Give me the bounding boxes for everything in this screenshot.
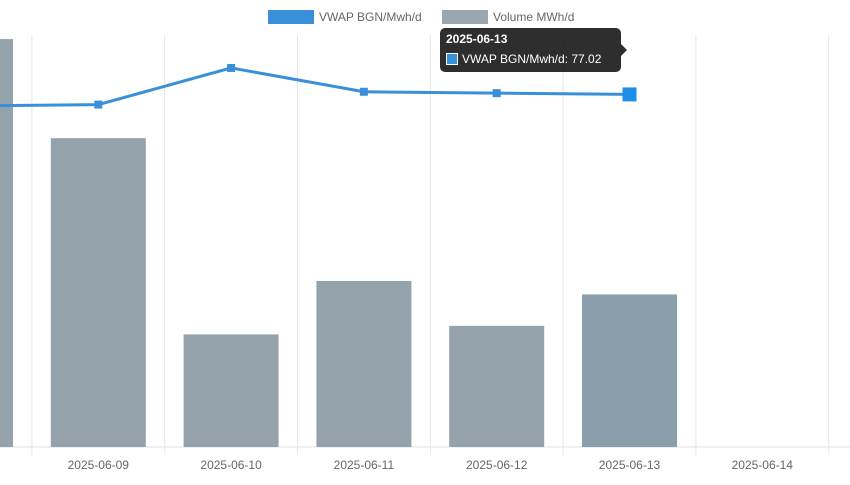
x-tick-label-2025-06-11: 2025-06-11 (334, 458, 395, 472)
x-tick-label-2025-06-14: 2025-06-14 (732, 458, 794, 472)
tooltip-swatch (446, 53, 458, 65)
tooltip-text: VWAP BGN/Mwh/d: 77.02 (462, 52, 602, 66)
legend-swatch-vwap (268, 10, 314, 24)
legend-label-vwap: VWAP BGN/Mwh/d (319, 10, 422, 24)
bar-volume-2025-06-10 (183, 334, 279, 447)
tooltip-title: 2025-06-13 (446, 32, 508, 46)
tooltip-caret (621, 44, 627, 56)
bar-volume-2025-06-08 (0, 39, 13, 447)
bar-volume-2025-06-13 (582, 294, 677, 447)
tooltip: 2025-06-13 VWAP BGN/Mwh/d: 77.02 (440, 28, 627, 72)
point-vwap-2025-06-13 (622, 87, 637, 102)
x-tick-label-2025-06-10: 2025-06-10 (200, 458, 262, 472)
line-vwap (0, 66, 630, 108)
point-vwap-2025-06-09 (94, 100, 103, 109)
bar-volume-2025-06-11 (316, 280, 412, 447)
tooltip-row: VWAP BGN/Mwh/d: 77.02 (446, 52, 601, 66)
legend-label-volume: Volume MWh/d (493, 10, 575, 24)
legend: VWAP BGN/Mwh/d Volume MWh/d (0, 8, 850, 26)
x-tick-label-2025-06-13: 2025-06-13 (599, 458, 661, 472)
point-vwap-2025-06-12 (492, 89, 501, 98)
point-vwap-2025-06-11 (359, 87, 368, 96)
legend-item-vwap[interactable]: VWAP BGN/Mwh/d (268, 8, 422, 26)
legend-item-volume[interactable]: Volume MWh/d (442, 8, 574, 26)
x-tick-label-2025-06-09: 2025-06-09 (68, 458, 130, 472)
bar-volume-2025-06-09 (50, 138, 146, 447)
point-vwap-2025-06-10 (227, 63, 236, 72)
legend-swatch-volume (442, 10, 488, 24)
x-tick-label-2025-06-12: 2025-06-12 (466, 458, 528, 472)
bar-volume-2025-06-12 (449, 325, 545, 447)
